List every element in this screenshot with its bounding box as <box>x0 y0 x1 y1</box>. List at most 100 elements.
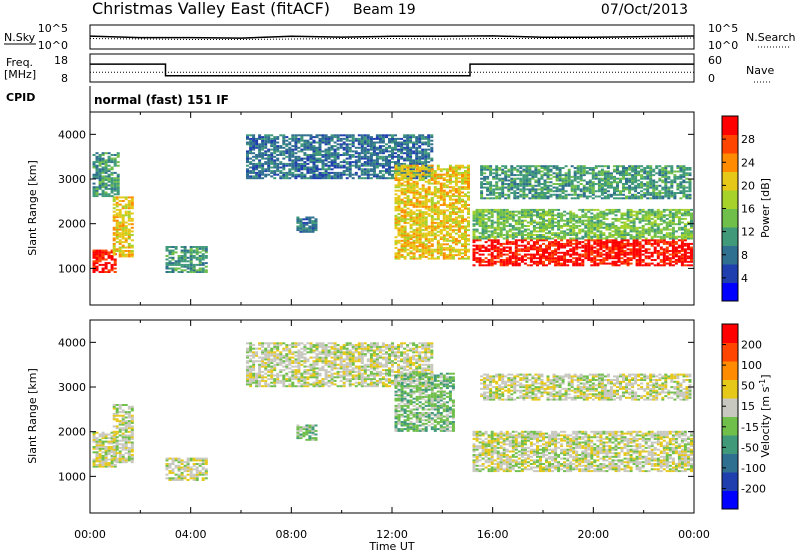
echo-cell-region-4 <box>288 148 292 151</box>
echo-cell-region-4 <box>246 170 249 173</box>
echo-cell-region-7 <box>526 257 530 260</box>
echo-cell-region-8 <box>581 223 585 226</box>
echo-cell-region-4 <box>246 150 249 153</box>
echo-cell-region-4 <box>291 152 295 155</box>
echo-cell-region-8 <box>687 235 690 238</box>
echo-cell-region-7 <box>478 246 482 249</box>
echo-cell-region-5 <box>296 221 300 224</box>
echo-cell-region-8 <box>653 214 657 217</box>
echo-cell-region-8 <box>484 226 488 229</box>
echo-cell-region-4 <box>385 148 388 151</box>
echo-cell-region-2 <box>116 193 120 196</box>
echo-cell-region-8 <box>539 216 542 219</box>
echo-cell-region-4 <box>418 145 422 148</box>
echo-cell-region-6 <box>427 234 431 237</box>
echo-cell-region-4 <box>381 136 385 139</box>
echo-cell-region-4 <box>385 159 388 162</box>
echo-cell-region-4 <box>369 146 373 149</box>
echo-cell-region-4 <box>273 161 277 164</box>
echo-cell-region-2 <box>113 186 117 189</box>
echo-cell-region-6 <box>448 175 452 178</box>
echo-cell-region-4 <box>394 146 397 149</box>
echo-cell-region-4 <box>276 173 280 176</box>
echo-cell-region-6 <box>406 184 410 187</box>
echo-cell-region-1 <box>112 214 116 217</box>
echo-cell-region-4 <box>388 159 391 162</box>
echo-cell-region-6 <box>430 245 434 248</box>
echo-cell-region-8 <box>511 228 515 231</box>
echo-cell-region-4 <box>309 155 313 158</box>
echo-cell-region-4 <box>264 162 268 165</box>
echo-cell-region-4 <box>285 171 289 174</box>
echo-cell-region-7 <box>478 239 482 242</box>
echo-cell-region-9 <box>552 175 556 178</box>
echo-cell-region-9 <box>495 168 499 171</box>
echo-cell-region-9 <box>546 175 550 178</box>
echo-cell-region-8 <box>647 221 651 224</box>
echo-cell-region-1 <box>121 225 125 227</box>
echo-cell-region-6 <box>430 164 434 167</box>
echo-cell-region-4 <box>249 139 253 142</box>
echo-cell-region-8 <box>599 221 603 224</box>
echo-cell-region-6 <box>397 250 401 253</box>
echo-cell-region-4 <box>306 134 310 137</box>
echo-cell-region-3 <box>180 263 184 266</box>
echo-cell-region-6 <box>457 193 461 196</box>
echo-cell-region-4 <box>333 145 337 148</box>
echo-cell-region-8 <box>487 219 491 222</box>
echo-cell-region-9 <box>534 165 538 168</box>
echo-cell-region-8 <box>650 235 654 238</box>
echo-cell-region-8 <box>508 214 512 217</box>
echo-cell-region-6 <box>397 173 401 176</box>
echo-cell-region-6 <box>467 175 470 178</box>
echo-cell-region-8 <box>653 232 657 235</box>
echo-cell-region-9 <box>591 184 595 187</box>
echo-cell-region-1 <box>112 244 116 247</box>
echo-cell-region-4 <box>270 155 274 158</box>
echo-cell-region-4 <box>294 139 298 142</box>
echo-cell-region-7 <box>557 255 561 258</box>
echo-cell-region-7 <box>505 264 509 267</box>
echo-cell-region-9 <box>573 197 577 200</box>
echo-cell-region-0 <box>95 253 99 256</box>
echo-cell-region-6 <box>412 216 416 219</box>
echo-cell-region-6 <box>400 193 404 196</box>
echo-cell-region-5 <box>296 218 300 221</box>
echo-cell-region-0 <box>98 271 102 273</box>
echo-cell-region-8 <box>578 217 582 220</box>
echo-cell-region-7 <box>635 253 639 256</box>
echo-cell-region-4 <box>357 164 361 167</box>
echo-cell-region-7 <box>496 253 500 256</box>
echo-cell-region-6 <box>442 255 446 258</box>
echo-cell-region-4 <box>348 155 352 158</box>
echo-cell-region-6 <box>445 168 449 171</box>
echo-cell-region-4 <box>267 139 271 142</box>
echo-cell-region-6 <box>427 246 431 249</box>
echo-cell-region-7 <box>539 239 542 242</box>
echo-cell-region-7 <box>475 257 479 260</box>
echo-cell-region-7 <box>499 255 503 258</box>
echo-cell-region-7 <box>508 257 512 260</box>
echo-cell-region-7 <box>529 239 533 242</box>
echo-cell-region-8 <box>511 234 515 236</box>
echo-cell-region-2 <box>116 186 120 189</box>
echo-cell-region-8 <box>545 214 548 217</box>
echo-cell-region-8 <box>647 217 651 220</box>
echo-cell-region-4 <box>261 146 265 149</box>
echo-cell-region-7 <box>683 259 687 261</box>
echo-cell-region-9 <box>579 167 583 169</box>
echo-cell-region-7 <box>520 239 524 242</box>
echo-cell-region-4 <box>279 171 283 174</box>
echo-cell-region-4 <box>279 146 283 149</box>
echo-cell-region-4 <box>375 155 379 158</box>
echo-cell-region-0 <box>95 267 99 270</box>
echo-cell-region-3 <box>183 246 187 248</box>
echo-cell-region-8 <box>671 226 675 229</box>
echo-cell-region-8 <box>656 208 660 211</box>
echo-cell-region-4 <box>360 164 364 167</box>
echo-cell-region-4 <box>297 134 301 137</box>
echo-cell-region-6 <box>430 221 434 224</box>
echo-cell-region-0 <box>104 262 108 265</box>
echo-cell-region-7 <box>548 255 551 258</box>
echo-cell-region-6 <box>394 207 398 210</box>
